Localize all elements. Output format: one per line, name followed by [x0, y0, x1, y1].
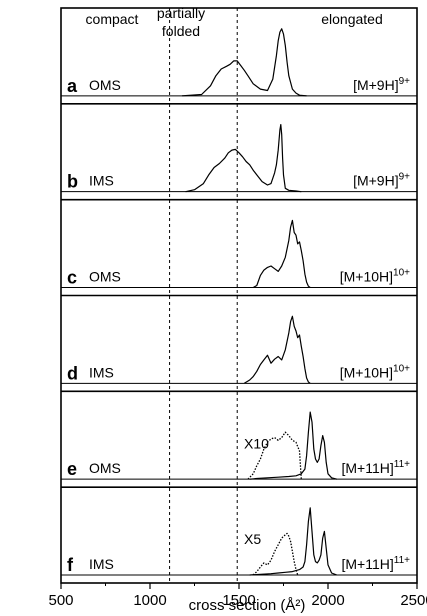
- panel-ion-f: [M+11H]11+: [342, 555, 411, 572]
- panel-ion-b: [M+9H]9+: [353, 172, 410, 189]
- trace-b-solid: [185, 123, 302, 193]
- label-layer: cross section (Å²): [189, 597, 306, 614]
- panel-ion-c: [M+10H]10+: [340, 268, 410, 285]
- trace-e-dotted: [247, 431, 302, 480]
- x-axis-label: cross section (Å²): [189, 597, 306, 614]
- panel-ion-d: [M+10H]10+: [340, 363, 410, 380]
- x-tick-label-2500: 2500: [400, 592, 427, 609]
- panel-ion-a: [M+9H]9+: [353, 76, 410, 93]
- trace-d-solid: [243, 315, 311, 384]
- zoom-label-e: X10: [244, 435, 269, 451]
- panel-method-a: OMS: [89, 77, 121, 93]
- panel-letter-b: b: [67, 172, 78, 192]
- panel-letter-c: c: [67, 268, 77, 288]
- panel-letter-e: e: [67, 459, 77, 479]
- panel-method-c: OMS: [89, 269, 121, 285]
- panel-method-d: IMS: [89, 364, 114, 380]
- panel-letter-f: f: [67, 555, 74, 575]
- x-tick-label-1000: 1000: [133, 592, 166, 609]
- region-label-elongated: elongated: [321, 11, 383, 27]
- panel-method-f: IMS: [89, 556, 114, 572]
- panel-method-e: OMS: [89, 460, 121, 476]
- region-label-compact: compact: [86, 11, 139, 27]
- panel-letter-a: a: [67, 76, 78, 96]
- panel-ion-e: [M+11H]11+: [342, 459, 411, 476]
- trace-c-solid: [252, 219, 311, 289]
- region-label-partially-line2: folded: [162, 23, 200, 39]
- panel-method-b: IMS: [89, 173, 114, 189]
- panel-letter-d: d: [67, 363, 78, 383]
- plot-layer: compact partially folded elongated a OMS [M+9H…: [48, 5, 427, 609]
- trace-a-solid: [181, 28, 307, 97]
- x-tick-label-1500: 1500: [222, 592, 255, 609]
- trace-f-solid: [249, 507, 338, 576]
- region-label-partially: partially: [157, 5, 205, 21]
- x-tick-label-2000: 2000: [311, 592, 344, 609]
- zoom-label-f: X5: [244, 531, 261, 547]
- trace-e-solid: [249, 411, 338, 480]
- x-tick-label-500: 500: [48, 592, 73, 609]
